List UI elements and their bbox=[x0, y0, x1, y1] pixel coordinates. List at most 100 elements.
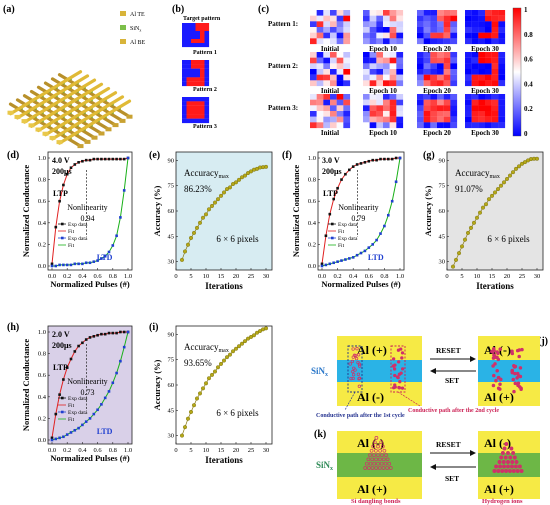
x-tick-label: 0.6 bbox=[94, 273, 103, 280]
ion-dot bbox=[392, 367, 397, 371]
plot-frame-g bbox=[446, 151, 544, 271]
target-2-cell bbox=[195, 64, 201, 69]
accuracy-point bbox=[188, 409, 193, 414]
k-dangling-label: Si dangling bonds bbox=[351, 498, 401, 505]
ltd-point bbox=[100, 257, 103, 260]
ltd-point bbox=[122, 189, 126, 192]
y-tick-label: 45 bbox=[168, 407, 175, 414]
ltp-point bbox=[73, 163, 77, 166]
y-tick-label: 75 bbox=[439, 183, 446, 190]
nonlinearity-value: 0.79 bbox=[351, 214, 365, 223]
epoch-cell bbox=[450, 15, 458, 22]
epoch-cell bbox=[310, 122, 317, 129]
epoch-cell bbox=[478, 57, 486, 64]
epoch-cell bbox=[465, 69, 472, 75]
ltd-label: LTD bbox=[368, 253, 384, 262]
epoch-cell bbox=[471, 122, 479, 129]
ltd-point bbox=[119, 359, 122, 363]
epoch-cell bbox=[417, 52, 424, 58]
y-tick-label: 75 bbox=[168, 357, 175, 364]
x-tick-label: 0.8 bbox=[109, 273, 117, 280]
nonlinearity-label: Nonlinearity bbox=[67, 377, 107, 386]
target-3-cell bbox=[191, 118, 196, 124]
panel-g: (g) 0 5 10 15 20 25 30 30 45 60 75 90 Iterations Accur… bbox=[423, 150, 544, 291]
epoch-cell bbox=[498, 15, 506, 22]
target-1-cell bbox=[204, 23, 210, 28]
epoch-cell bbox=[443, 94, 451, 100]
epoch-cell bbox=[336, 63, 344, 70]
legend-entry: Fit bbox=[68, 403, 75, 409]
ltd-point bbox=[379, 232, 382, 235]
epoch-cell bbox=[336, 111, 344, 117]
epoch-cell bbox=[316, 27, 324, 33]
target-1-cell bbox=[195, 35, 201, 40]
ltd-point bbox=[107, 390, 111, 393]
epoch-cell bbox=[498, 57, 506, 64]
legend-entry: Fit bbox=[68, 417, 75, 423]
ion-dot bbox=[357, 384, 362, 388]
epoch-cell bbox=[369, 116, 377, 123]
x-tick-label: 0.6 bbox=[365, 273, 374, 280]
epoch-cell bbox=[383, 57, 390, 64]
epoch-cell bbox=[443, 52, 451, 58]
y-axis-title: Accuracy (%) bbox=[423, 185, 433, 236]
ltd-point bbox=[383, 224, 386, 228]
epoch-cell bbox=[310, 63, 317, 70]
epoch-cell bbox=[417, 38, 424, 45]
ltp-point bbox=[92, 335, 96, 338]
epoch-cell bbox=[336, 27, 344, 33]
ion-dot bbox=[376, 461, 380, 466]
epoch-cell bbox=[417, 63, 424, 70]
epoch-cell bbox=[323, 57, 331, 64]
epoch-cell bbox=[491, 105, 499, 112]
target-1-cell bbox=[195, 43, 201, 48]
ltd-point bbox=[96, 259, 99, 262]
legend-swatch-al-be bbox=[120, 39, 126, 44]
x-tick-label: 0.2 bbox=[334, 273, 342, 280]
target-3-cell bbox=[200, 101, 205, 106]
ltp-point bbox=[81, 159, 84, 163]
target-2-cell bbox=[186, 81, 192, 87]
epoch-cell bbox=[343, 10, 351, 16]
epoch-cell bbox=[310, 94, 317, 100]
accuracy-point bbox=[248, 334, 253, 339]
epoch-cell bbox=[323, 74, 331, 81]
epoch-cell bbox=[383, 80, 390, 87]
panel-c: (c) Pattern 1: Pattern 2: Pattern 3: Ini… bbox=[258, 4, 533, 138]
ion-dot bbox=[383, 461, 388, 466]
epoch-cell bbox=[498, 116, 506, 123]
x-tick-label: 30 bbox=[263, 273, 270, 280]
target-3-cell bbox=[191, 101, 196, 106]
te-line-7 bbox=[57, 99, 132, 145]
j-set-arrowhead bbox=[430, 368, 436, 374]
ltd-point bbox=[398, 156, 402, 160]
x-tick-label: 10 bbox=[474, 273, 481, 280]
ltp-point bbox=[65, 172, 69, 176]
target-2-cell bbox=[182, 64, 187, 69]
target-2-cell bbox=[182, 68, 187, 74]
legend-entry: Exp data bbox=[68, 236, 88, 242]
k-left-device: Al (-) Al (+) bbox=[337, 431, 422, 499]
x-tick-label: 0.4 bbox=[349, 273, 358, 280]
ion-dot bbox=[351, 372, 356, 377]
epoch-cell bbox=[369, 63, 377, 70]
epoch-cell bbox=[485, 63, 492, 70]
j-reset-arrowhead bbox=[470, 356, 476, 362]
k-set-arrowhead bbox=[430, 464, 436, 470]
te-line-4 bbox=[36, 86, 111, 133]
epoch-cell bbox=[450, 111, 458, 117]
epoch-cell bbox=[389, 15, 397, 22]
legend-entry: Fit bbox=[68, 243, 75, 249]
epoch-cell bbox=[363, 116, 370, 123]
target-1-cell bbox=[195, 23, 201, 28]
te-pad-6 bbox=[49, 135, 56, 140]
ion-dot bbox=[496, 375, 501, 380]
k-reset-arrowhead bbox=[470, 450, 476, 456]
ion-dot bbox=[351, 370, 355, 374]
epoch-cell bbox=[423, 10, 431, 16]
ion-dot bbox=[367, 466, 371, 470]
ion-dot bbox=[504, 469, 509, 473]
target-3-cell bbox=[204, 118, 210, 124]
target-3-cell bbox=[195, 101, 201, 106]
ltd-point bbox=[119, 216, 122, 219]
